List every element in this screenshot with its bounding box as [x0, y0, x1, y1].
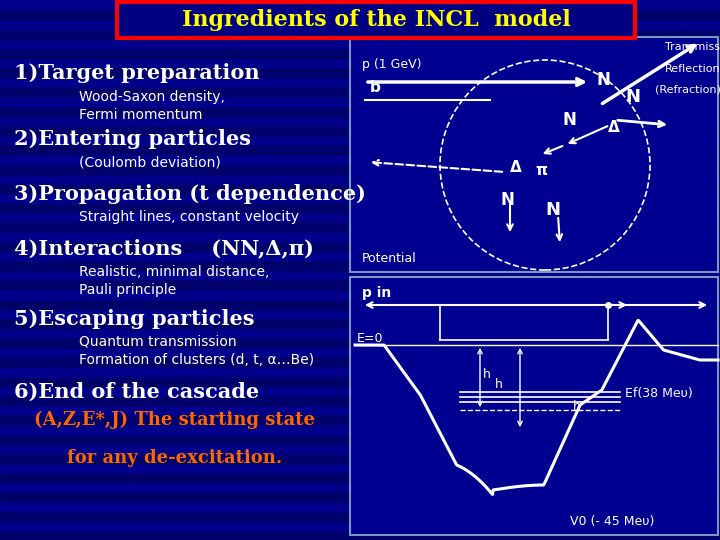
- Bar: [0, 359, 720, 367]
- Bar: [350, 277, 718, 535]
- Bar: [0, 166, 720, 173]
- Text: N: N: [625, 88, 640, 106]
- Text: h: h: [483, 368, 491, 381]
- Text: Fermi momentum: Fermi momentum: [79, 108, 203, 122]
- Bar: [0, 397, 720, 405]
- Text: N: N: [500, 191, 514, 209]
- Bar: [0, 127, 720, 135]
- Text: Quantum transmission: Quantum transmission: [79, 334, 237, 348]
- Bar: [350, 37, 718, 272]
- Text: p in: p in: [362, 286, 391, 300]
- Text: (Coulomb deviation): (Coulomb deviation): [79, 155, 221, 169]
- Bar: [0, 146, 720, 154]
- Bar: [0, 69, 720, 77]
- Text: 6)End of the cascade: 6)End of the cascade: [14, 381, 259, 402]
- Bar: [0, 301, 720, 308]
- Text: 4)Interactions    (NN,Δ,π): 4)Interactions (NN,Δ,π): [14, 238, 314, 259]
- Text: Ef(38 Meυ): Ef(38 Meυ): [625, 387, 693, 400]
- Bar: [0, 416, 720, 424]
- Text: Ingredients of the INCL  model: Ingredients of the INCL model: [181, 9, 570, 31]
- Text: (A,Z,E*,J) The starting state: (A,Z,E*,J) The starting state: [35, 411, 315, 429]
- Bar: [0, 107, 720, 116]
- Bar: [0, 50, 720, 58]
- Bar: [0, 31, 720, 38]
- Bar: [0, 512, 720, 521]
- Text: Formation of clusters (d, t, α…Be): Formation of clusters (d, t, α…Be): [79, 353, 315, 367]
- Text: for any de-excitation.: for any de-excitation.: [68, 449, 283, 467]
- Text: h: h: [495, 377, 503, 390]
- FancyBboxPatch shape: [117, 2, 635, 38]
- Bar: [0, 89, 720, 97]
- Bar: [0, 474, 720, 482]
- Bar: [0, 320, 720, 328]
- Bar: [0, 455, 720, 463]
- Bar: [0, 494, 720, 502]
- Text: Potential: Potential: [362, 252, 417, 265]
- Bar: [0, 436, 720, 443]
- Text: 5)Escaping particles: 5)Escaping particles: [14, 308, 254, 329]
- Bar: [0, 339, 720, 347]
- Text: Straight lines, constant velocity: Straight lines, constant velocity: [79, 210, 300, 224]
- Text: Δ: Δ: [608, 120, 620, 135]
- Text: 1)Target preparation: 1)Target preparation: [14, 63, 260, 83]
- Text: h: h: [573, 400, 581, 413]
- Text: b: b: [370, 80, 381, 95]
- Text: 2)Entering particles: 2)Entering particles: [14, 129, 251, 149]
- Text: Reflection: Reflection: [665, 64, 720, 74]
- Text: E=0: E=0: [357, 332, 384, 345]
- Text: Wood-Saxon density,: Wood-Saxon density,: [79, 90, 225, 104]
- Text: V0 (- 45 Meυ): V0 (- 45 Meυ): [570, 515, 654, 528]
- Bar: [0, 204, 720, 212]
- Text: p (1 GeV): p (1 GeV): [362, 58, 421, 71]
- Text: (Refraction): (Refraction): [655, 84, 720, 94]
- Text: π: π: [535, 163, 547, 178]
- Bar: [0, 185, 720, 193]
- Text: Pauli principle: Pauli principle: [79, 283, 176, 297]
- Text: N: N: [545, 201, 560, 219]
- Bar: [0, 377, 720, 386]
- Bar: [0, 242, 720, 251]
- Bar: [0, 224, 720, 232]
- Bar: [0, 262, 720, 270]
- Text: N: N: [562, 111, 576, 129]
- Text: Δ: Δ: [510, 160, 522, 175]
- Bar: [0, 532, 720, 540]
- Bar: [0, 281, 720, 289]
- Bar: [0, 11, 720, 19]
- Text: Realistic, minimal distance,: Realistic, minimal distance,: [79, 265, 269, 279]
- Text: Transmission: Transmission: [665, 42, 720, 52]
- Text: N: N: [597, 71, 611, 89]
- Text: 3)Propagation (t dependence): 3)Propagation (t dependence): [14, 184, 366, 205]
